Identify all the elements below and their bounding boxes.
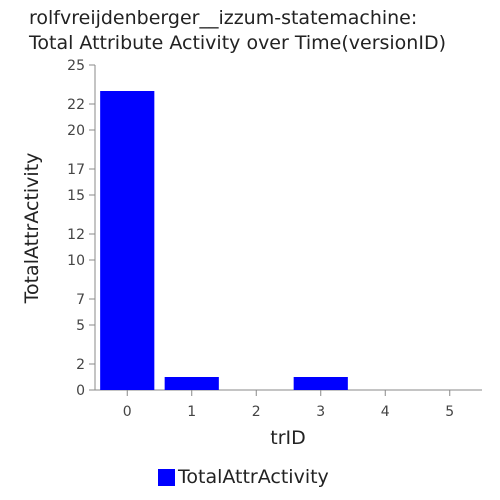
y-tick-label: 5 (76, 318, 85, 334)
x-tick-label: 2 (252, 404, 261, 420)
x-tick-label: 1 (187, 404, 196, 420)
chart-title-line-2: Total Attribute Activity over Time(versi… (29, 32, 446, 54)
bar (293, 377, 348, 390)
y-tick-label: 25 (67, 58, 85, 74)
x-tick-label: 4 (381, 404, 390, 420)
y-tick-label: 22 (67, 97, 85, 113)
bar (164, 377, 219, 390)
bar (100, 91, 155, 390)
legend-label: TotalAttrActivity (178, 466, 329, 488)
y-tick-label: 2 (76, 357, 85, 373)
x-axis-label: trID (270, 427, 306, 449)
legend-swatch (158, 468, 175, 486)
y-tick-label: 17 (67, 162, 85, 178)
chart-title-line-1: rolfvreijdenberger__izzum-statemachine: (29, 7, 418, 29)
y-tick-label: 12 (67, 227, 85, 243)
y-tick-label: 10 (67, 253, 85, 269)
x-tick-label: 3 (316, 404, 325, 420)
y-tick-label: 20 (67, 123, 85, 139)
y-tick-label: 15 (67, 188, 85, 204)
y-tick-label: 0 (76, 383, 85, 399)
y-tick-label: 7 (76, 292, 85, 308)
chart-title: rolfvreijdenberger__izzum-statemachine: … (29, 6, 494, 56)
x-tick-label: 5 (445, 404, 454, 420)
legend: TotalAttrActivity (158, 466, 329, 488)
x-tick-label: 0 (123, 404, 132, 420)
y-axis-label: TotalAttrActivity (21, 153, 43, 305)
